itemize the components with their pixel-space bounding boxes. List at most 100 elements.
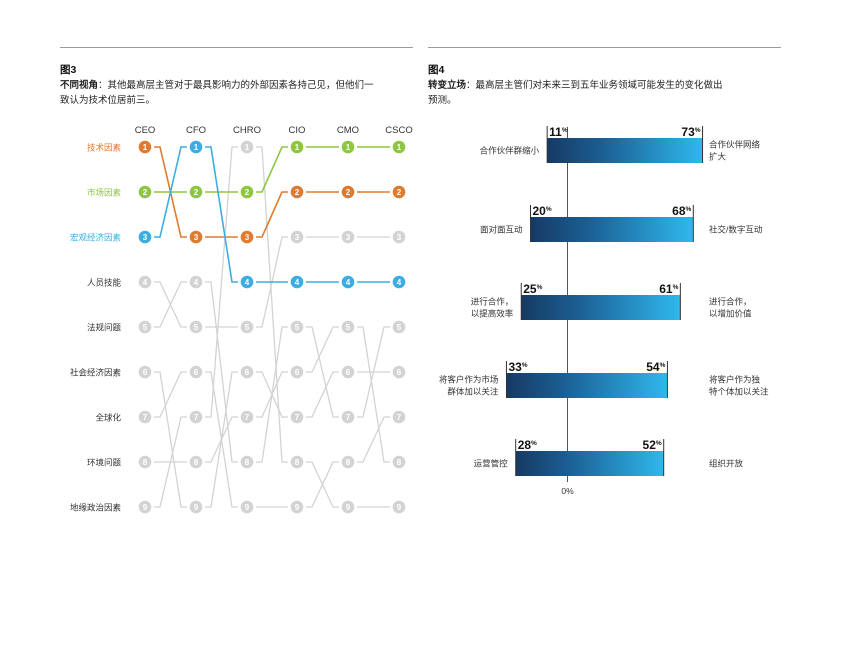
gray-node-circle [290,455,304,469]
highlight-node-circle [138,140,152,154]
gray-node-rank: 4 [143,278,148,287]
right-value-label: 61% [659,282,678,296]
gray-node-rank: 9 [397,503,402,512]
highlight-node-rank: 2 [397,188,402,197]
gray-node-circle [138,320,152,334]
highlight-node-rank: 4 [295,278,300,287]
gray-node-rank: 5 [245,323,250,332]
highlight-node-rank: 1 [143,143,148,152]
gray-node-rank: 8 [245,458,250,467]
factor-label: 社会经济因素 [70,368,122,378]
bar-row [515,451,664,476]
column-header-chro: CHRO [233,125,261,136]
highlight-line [154,146,390,283]
gray-node-circle [290,230,304,244]
gray-node-circle [189,320,203,334]
gray-node-rank: 7 [194,413,199,422]
fig3-top-rule [60,47,413,48]
gray-node-circle [290,320,304,334]
gray-node-rank: 6 [346,368,351,377]
gray-node-circle [138,455,152,469]
highlight-node-rank: 1 [295,143,300,152]
gray-node-circle [341,320,355,334]
gray-node-rank: 5 [397,323,402,332]
highlight-node-rank: 3 [143,233,148,242]
gray-node-circle [240,455,254,469]
highlight-node-rank: 2 [346,188,351,197]
left-category-label: 合作伙伴群缩小 [480,146,540,156]
bar-row [506,373,668,398]
left-category-label: 以提高效率 [471,309,514,319]
gray-node-rank: 8 [397,458,402,467]
fig3-description: 不同视角：其他最高层主管对于最具影响力的外部因素各持己见，但他们一 致认为技术位… [60,78,420,108]
gray-node-circle [189,500,203,514]
gray-node-rank: 6 [143,368,148,377]
gray-node-rank: 7 [346,413,351,422]
highlight-node-circle [290,275,304,289]
column-header-ceo: CEO [135,125,156,136]
gray-node-circle [392,230,406,244]
left-value-label: 33% [508,360,527,374]
percent-sign: % [562,127,568,134]
gray-node-rank: 6 [245,368,250,377]
highlight-node-circle [240,185,254,199]
gray-node-rank: 8 [143,458,148,467]
gray-node-rank: 8 [346,458,351,467]
highlight-node-rank: 2 [194,188,199,197]
fig3-desc-bold: 不同视角 [60,80,99,91]
highlight-node-circle [341,185,355,199]
column-header-cfo: CFO [186,125,206,136]
gray-node-rank: 7 [397,413,402,422]
right-value-label: 73% [681,125,700,139]
fig4-desc-line2: 预测。 [428,95,457,106]
highlight-node-circle [392,275,406,289]
highlight-node-circle [240,275,254,289]
gray-node-rank: 3 [397,233,402,242]
gray-node-rank: 9 [194,503,199,512]
gray-node-rank: 3 [295,233,300,242]
fig4-description: 转变立场：最高层主管们对未来三到五年业务领域可能发生的变化做出 预测。 [428,78,788,108]
gray-factor-line [154,146,390,508]
fig4-desc-bold: 转变立场 [428,80,467,91]
fig3-title: 图3 [60,64,77,76]
left-value-label: 25% [523,282,542,296]
right-category-label: 合作伙伴网络 [709,140,761,150]
gray-node-circle [341,455,355,469]
gray-node-circle [392,320,406,334]
factor-label: 人员技能 [87,278,122,288]
left-category-label: 面对面互动 [480,225,523,235]
right-category-label: 特个体加以关注 [709,387,769,397]
left-category-label: 将客户作为市场 [439,375,499,385]
right-value-label: 52% [643,438,662,452]
gray-node-circle [138,500,152,514]
right-value-label: 54% [646,360,665,374]
column-header-cio: CIO [289,125,306,136]
gray-node-circle [189,455,203,469]
gray-node-rank: 5 [346,323,351,332]
highlight-node-rank: 1 [194,143,199,152]
gray-node-rank: 9 [143,503,148,512]
gray-node-circle [240,410,254,424]
gray-node-circle [240,320,254,334]
highlight-node-circle [290,140,304,154]
gray-node-circle [341,410,355,424]
percent-sign: % [522,362,528,369]
gray-node-circle [290,365,304,379]
right-category-label: 进行合作， [709,297,752,307]
fig4-desc-line1: ：最高层主管们对未来三到五年业务领域可能发生的变化做出 [466,80,723,91]
gray-node-circle [341,365,355,379]
highlight-node-circle [189,230,203,244]
highlight-node-rank: 1 [346,143,351,152]
factor-label: 宏观经济因素 [70,233,122,243]
percent-sign: % [686,206,692,213]
gray-node-rank: 4 [194,278,199,287]
gray-node-rank: 9 [295,503,300,512]
right-category-label: 以增加价值 [709,309,752,319]
gray-node-rank: 8 [295,458,300,467]
gray-node-circle [189,275,203,289]
highlight-node-circle [341,140,355,154]
factor-label: 全球化 [95,413,121,423]
highlight-node-circle [240,230,254,244]
fig3-desc-line1: ：其他最高层主管对于最具影响力的外部因素各持己见，但他们一 [98,80,374,91]
highlight-node-rank: 1 [397,143,402,152]
